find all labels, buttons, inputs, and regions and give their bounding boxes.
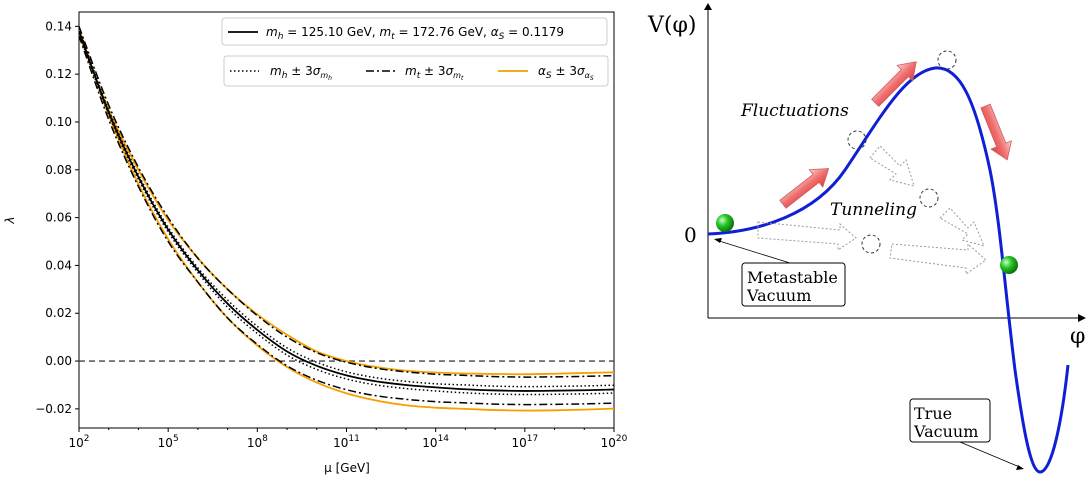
- v-axis-label: V(φ): [647, 13, 696, 38]
- phi-axis-arrowhead: [1078, 314, 1086, 322]
- x-tick-label: 1017: [511, 434, 538, 450]
- series-line-dashdot: [79, 26, 614, 378]
- metastable-box: [741, 262, 846, 307]
- metastable-label-2: Vacuum: [746, 286, 811, 305]
- tunnel-arrow-4: [939, 207, 985, 247]
- red-arrow-3: [980, 103, 1012, 161]
- fluctuation-arrows: [779, 61, 1012, 209]
- tunnel-arrow-1: [757, 221, 857, 251]
- y-tick-label: 0.14: [45, 19, 72, 33]
- x-axis-ticks: 102 105 108 1011 1014 1017 1020: [68, 428, 628, 450]
- dashed-circle-3: [919, 188, 939, 208]
- metastable-pointer: [715, 239, 791, 264]
- v-axis-arrowhead: [704, 3, 712, 10]
- legend-central-label: mh = 125.10 GeV, mt = 172.76 GeV, αS = 0…: [266, 25, 564, 42]
- x-tick-label: 102: [68, 434, 89, 450]
- y-tick-label: −0.02: [35, 402, 72, 416]
- true-vacuum-pointer-head: [1016, 465, 1024, 470]
- tunneling-label: Tunneling: [830, 200, 917, 220]
- true-vacuum-label-2: Vacuum: [913, 422, 978, 441]
- y-tick-label: 0.00: [45, 354, 72, 368]
- series-line-solid: [79, 30, 614, 392]
- y-axis-ticks: −0.02 0.00 0.02 0.04 0.06 0.08 0.10 0.12 0.14: [35, 19, 79, 416]
- dashed-circle-2: [847, 130, 867, 150]
- metastable-pointer-head: [714, 238, 722, 243]
- y-tick-label: 0.12: [45, 67, 72, 81]
- legend-as-label: αS ± 3σαS: [538, 64, 594, 82]
- metastable-ball: [716, 214, 734, 232]
- potential-curve: [707, 66, 1070, 474]
- series-layer: [79, 26, 614, 412]
- red-arrow-2: [871, 61, 917, 107]
- y-tick-label: 0.10: [45, 115, 72, 129]
- true-vacuum-box: [909, 398, 991, 443]
- dashed-circle-1: [937, 50, 957, 70]
- tunneling-arrows: [757, 145, 987, 275]
- x-tick-label: 105: [158, 434, 179, 450]
- zero-label: 0: [684, 223, 697, 247]
- x-tick-label: 1014: [422, 434, 449, 450]
- y-tick-label: 0.08: [45, 163, 72, 177]
- legend-mh-label: mh ± 3σmh: [270, 64, 332, 82]
- red-arrow-1: [779, 168, 830, 209]
- x-tick-label: 1020: [601, 434, 628, 450]
- fluctuation-circles: [847, 50, 957, 254]
- x-tick-label: 1011: [333, 434, 360, 450]
- true-vacuum-pointer: [959, 441, 1023, 469]
- x-tick-label: 108: [247, 434, 268, 450]
- fluctuations-label: Fluctuations: [740, 101, 849, 121]
- legend-uncertainty: mh ± 3σmh mt ± 3σmt αS ± 3σαS: [223, 55, 609, 87]
- true-vacuum-label-1: True: [914, 404, 952, 423]
- potential-diagram: V(φ) φ 0: [647, 3, 1086, 474]
- y-tick-label: 0.02: [45, 306, 72, 320]
- x-axis-label: μ [GeV]: [324, 461, 370, 475]
- series-line-dashdot: [79, 35, 614, 406]
- lambda-running-chart: −0.02 0.00 0.02 0.04 0.06 0.08 0.10 0.12 0.14 10…: [3, 11, 628, 475]
- legend-central: mh = 125.10 GeV, mt = 172.76 GeV, αS = 0…: [221, 17, 608, 46]
- dashed-circle-4: [861, 234, 881, 254]
- series-line-dotted: [79, 28, 614, 388]
- true-vacuum-ball: [1000, 256, 1018, 274]
- series-line-solid: [79, 28, 614, 412]
- y-tick-label: 0.06: [45, 211, 72, 225]
- y-tick-label: 0.04: [45, 258, 72, 272]
- y-axis-label: λ: [3, 216, 17, 224]
- tunnel-arrow-3: [869, 145, 915, 187]
- metastable-label-1: Metastable: [747, 268, 838, 287]
- legend-mt-label: mt ± 3σmt: [405, 64, 464, 82]
- phi-axis-label: φ: [1070, 324, 1085, 349]
- series-line-dotted: [79, 33, 614, 396]
- series-line-solid: [79, 33, 614, 376]
- tunnel-arrow-2: [889, 242, 987, 275]
